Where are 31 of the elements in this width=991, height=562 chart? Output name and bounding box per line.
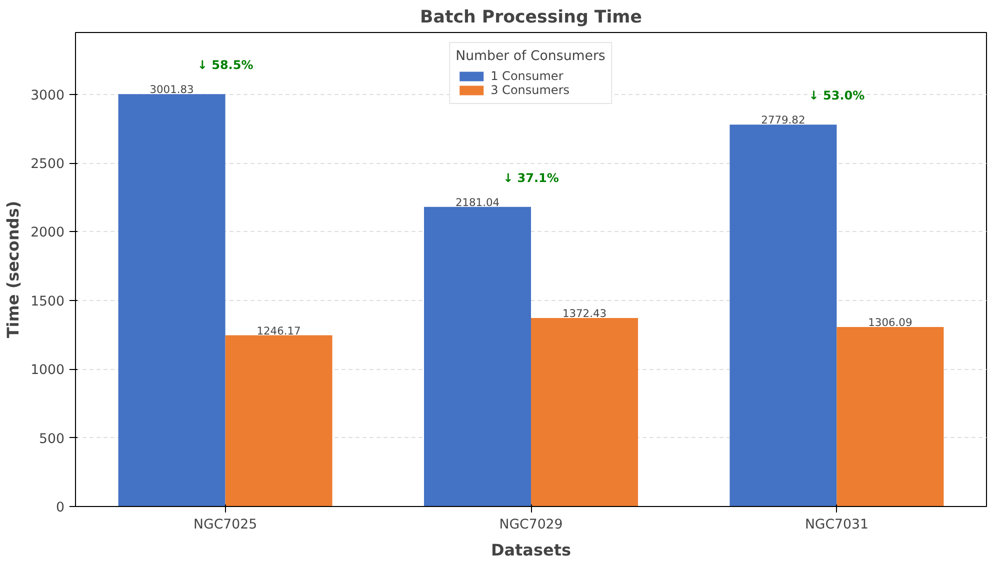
x-tick-label: NGC7025	[194, 518, 258, 532]
data-label: 2181.04	[455, 196, 500, 209]
data-label: 3001.83	[150, 83, 194, 96]
y-tick-label: 2000	[30, 226, 65, 241]
x-axis-title: Datasets	[490, 540, 572, 560]
y-tick-label: 500	[39, 432, 65, 447]
legend-label: 1 Consumer	[490, 69, 564, 83]
y-axis-title: Time (seconds)	[4, 200, 23, 338]
annotation: ↓ 37.1%	[503, 170, 559, 185]
x-tick-label: NGC7029	[499, 518, 563, 532]
y-tick-label: 0	[56, 500, 65, 516]
bar	[730, 124, 837, 506]
bar	[531, 318, 638, 506]
annotation: ↓ 53.0%	[808, 88, 865, 103]
bar	[225, 335, 332, 506]
x-tick-label: NGC7031	[804, 518, 868, 532]
bar	[424, 206, 531, 506]
data-label: 1372.43	[562, 306, 607, 320]
chart-title: Batch Processing Time	[420, 8, 642, 28]
legend-title: Number of Consumers	[456, 49, 606, 64]
y-tick-label: 2500	[30, 157, 65, 172]
annotation: ↓ 58.5%	[197, 58, 254, 72]
legend-label: 3 Consumers	[490, 83, 570, 97]
data-label: 1306.09	[868, 316, 912, 330]
y-tick-label: 3000	[30, 88, 65, 104]
bar	[118, 94, 226, 506]
bar	[836, 327, 944, 506]
data-label: 2779.82	[761, 114, 806, 127]
data-label: 1246.17	[256, 324, 301, 338]
y-tick-label: 1500	[30, 294, 65, 310]
y-tick-label: 1000	[30, 363, 65, 378]
